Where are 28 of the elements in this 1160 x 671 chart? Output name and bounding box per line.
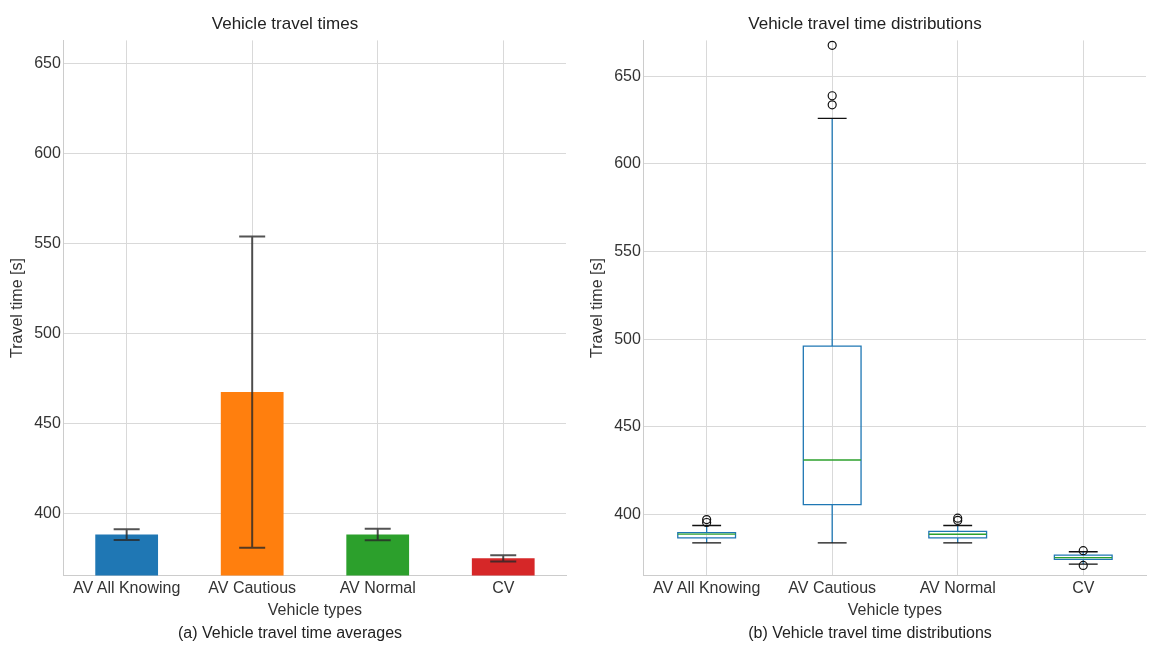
x-axis-title: Vehicle types bbox=[267, 600, 363, 618]
x-tick-label: CV bbox=[1072, 578, 1095, 596]
x-tick-label: AV Cautious bbox=[208, 578, 297, 596]
text: (a) Vehicle travel time averages bbox=[176, 624, 404, 642]
text: (b) Vehicle travel time distributions bbox=[747, 624, 993, 642]
y-tick-label: 500 bbox=[614, 329, 641, 347]
y-tick-label: 550 bbox=[34, 234, 61, 252]
y-tick-label: 500 bbox=[34, 324, 61, 342]
chart-title: Vehicle travel time distributions bbox=[748, 13, 982, 33]
x-tick-label: AV All Knowing bbox=[652, 578, 761, 596]
y-tick-label: 650 bbox=[34, 54, 61, 72]
x-tick-label: AV Cautious bbox=[788, 578, 877, 596]
y-tick-label: 650 bbox=[614, 66, 641, 84]
x-axis-title: Vehicle types bbox=[847, 600, 943, 618]
x-tick-label: AV Normal bbox=[339, 578, 416, 596]
y-tick-label: 400 bbox=[34, 503, 61, 521]
y-tick-label: 400 bbox=[614, 504, 641, 522]
y-axis-title: Travel time [s] bbox=[588, 258, 606, 358]
y-tick-label: 600 bbox=[614, 154, 641, 172]
y-tick-label: 600 bbox=[34, 144, 61, 162]
y-tick-label: 450 bbox=[614, 417, 641, 435]
x-tick-label: CV bbox=[492, 578, 515, 596]
y-axis-title: Travel time [s] bbox=[8, 258, 26, 358]
y-tick-label: 450 bbox=[34, 413, 61, 431]
x-tick-label: AV All Knowing bbox=[72, 578, 181, 596]
chart-title: Vehicle travel times bbox=[211, 13, 359, 33]
y-tick-label: 550 bbox=[614, 241, 641, 259]
x-tick-label: AV Normal bbox=[919, 578, 996, 596]
